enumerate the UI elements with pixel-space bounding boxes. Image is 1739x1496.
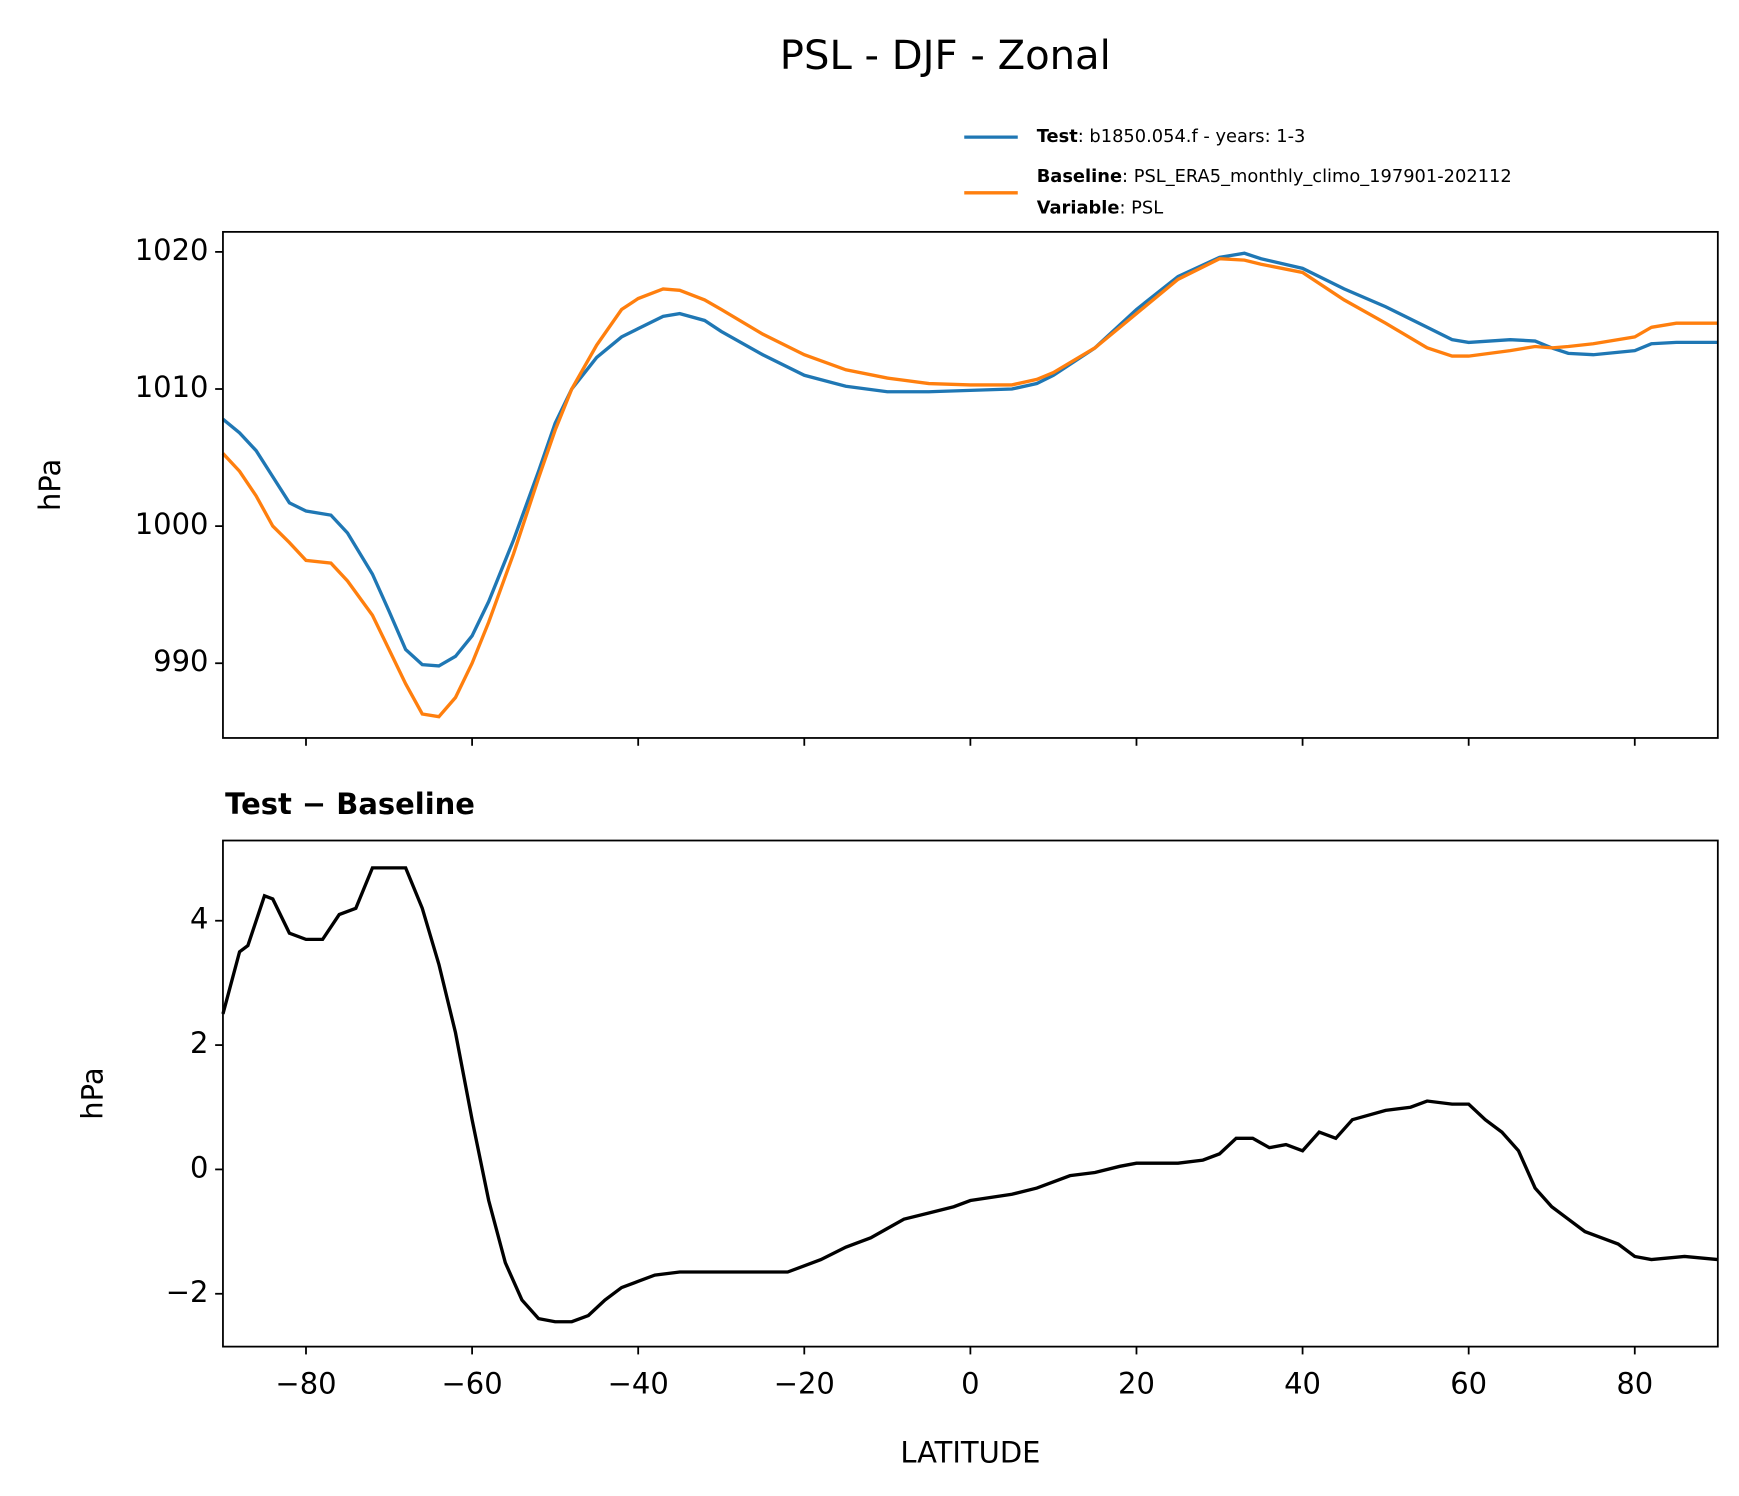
legend-key: Test: [1037, 126, 1078, 147]
legend-detail: : PSL: [1119, 197, 1163, 218]
legend-label: Baseline: PSL_ERA5_monthly_climo_197901-…: [1037, 166, 1512, 187]
figure-title: PSL - DJF - Zonal: [780, 33, 1111, 79]
x-tick-label: −60: [442, 1366, 503, 1400]
legend-label: Variable: PSL: [1037, 197, 1164, 218]
x-tick-label: 40: [1284, 1366, 1321, 1400]
data-line: [221, 251, 1718, 668]
y-tick-label: 4: [190, 902, 208, 936]
y-tick-label: 1010: [135, 370, 209, 404]
y-axis-label: hPa: [33, 459, 67, 511]
legend-label: Test: b1850.054.f - years: 1-3: [1037, 126, 1306, 147]
y-tick-label: 1020: [135, 233, 209, 267]
axes-title: Test − Baseline: [225, 787, 475, 821]
y-tick-label: 2: [190, 1026, 208, 1060]
y-axis-label: hPa: [76, 1067, 110, 1119]
axes-frame: [222, 839, 1719, 1348]
data-line: [221, 866, 1718, 1324]
y-tick-label: 990: [153, 644, 208, 678]
x-tick-label: −40: [608, 1366, 669, 1400]
x-tick-label: 60: [1450, 1366, 1487, 1400]
x-tick-label: 80: [1616, 1366, 1653, 1400]
data-line: [221, 257, 1718, 719]
y-tick-label: 1000: [135, 507, 209, 541]
legend-key: Variable: [1037, 197, 1120, 218]
y-tick-label: 0: [190, 1150, 208, 1184]
x-axis-label: LATITUDE: [900, 1436, 1040, 1470]
x-tick-label: −20: [774, 1366, 835, 1400]
x-tick-label: −80: [275, 1366, 336, 1400]
legend-detail: : PSL_ERA5_monthly_climo_197901-202112: [1122, 166, 1512, 187]
legend-detail: : b1850.054.f - years: 1-3: [1078, 126, 1306, 147]
x-tick-label: 0: [961, 1366, 979, 1400]
x-tick-label: 20: [1118, 1366, 1155, 1400]
legend-key: Baseline: [1037, 166, 1122, 187]
y-tick-label: −2: [166, 1275, 209, 1309]
